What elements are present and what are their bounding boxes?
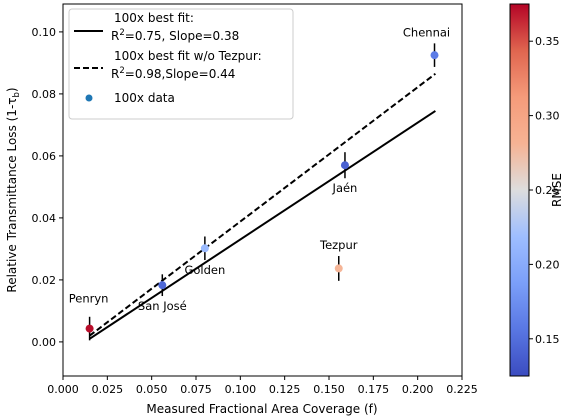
fit-line-without-tezpur: [88, 72, 437, 337]
legend: 100x best fit: R2=0.75, Slope=0.38 100x …: [68, 8, 294, 120]
x-tick-label: 0.025: [92, 383, 124, 396]
point-label-san-jos-: San José: [138, 299, 187, 313]
colorbar: [509, 3, 530, 377]
data-point-ja-n: [340, 161, 349, 170]
x-tick-label: 0.075: [180, 383, 212, 396]
y-tick-label: 0.08: [32, 88, 57, 101]
point-label-chennai: Chennai: [403, 25, 450, 39]
colorbar-tick-label: 0.20: [535, 258, 560, 271]
point-label-golden: Golden: [184, 263, 225, 277]
y-tick-label: 0.04: [32, 212, 57, 225]
y-tick-label: 0.02: [32, 274, 57, 287]
x-tick-label: 0.000: [47, 383, 79, 396]
data-point-penryn: [85, 324, 94, 333]
x-tick-label: 0.125: [269, 383, 301, 396]
y-tick-label: 0.10: [32, 26, 57, 39]
point-label-tezpur: Tezpur: [319, 238, 358, 252]
legend-dashed-line2: R2=0.98,Slope=0.44: [111, 66, 235, 81]
legend-marker-label: 100x data: [114, 91, 175, 105]
legend-box: [68, 8, 294, 120]
x-tick-label: 0.175: [358, 383, 390, 396]
fit-line-all: [89, 110, 436, 340]
colorbar-tick-label: 0.30: [535, 110, 560, 123]
legend-solid-line1: 100x best fit:: [114, 11, 194, 25]
x-tick-label: 0.050: [136, 383, 168, 396]
legend-dashed-line1: 100x best fit w/o Tezpur:: [114, 49, 262, 63]
data-point-tezpur: [334, 264, 343, 273]
point-label-ja-n: Jaén: [332, 181, 358, 195]
colorbar-ticks: 0.15 0.20 0.25 0.30 0.35: [529, 35, 560, 346]
data-point-chennai: [430, 51, 439, 60]
y-axis-ticks: 0.00 0.02 0.04 0.06 0.08 0.10: [32, 26, 63, 349]
point-label-penryn: Penryn: [69, 292, 109, 306]
legend-solid-line2: R2=0.75, Slope=0.38: [111, 28, 239, 43]
x-axis-label: Measured Fractional Area Coverage (f): [146, 402, 377, 416]
colorbar-tick-label: 0.15: [535, 333, 560, 346]
x-tick-label: 0.150: [313, 383, 345, 396]
colorbar-tick-label: 0.35: [535, 35, 560, 48]
legend-marker-sample: [85, 94, 93, 102]
y-tick-label: 0.06: [32, 150, 57, 163]
y-axis-label: Relative Transmittance Loss (1-τb): [5, 87, 22, 292]
x-axis-ticks: 0.000 0.025 0.050 0.075 0.100 0.125 0.150 0.175…: [47, 376, 478, 396]
x-tick-label: 0.100: [225, 383, 257, 396]
x-tick-label: 0.225: [446, 383, 478, 396]
fit-lines: [88, 72, 437, 340]
data-point-golden: [200, 244, 209, 253]
x-tick-label: 0.200: [402, 383, 434, 396]
colorbar-label: RMSE: [550, 173, 564, 207]
data-point-san-jos-: [158, 281, 167, 290]
data-points: Penryn San José Golden Tezpur Jaén Chennai: [69, 25, 450, 341]
plot-area: [62, 3, 463, 377]
y-tick-label: 0.00: [32, 336, 57, 349]
colorbar-tick-label: 0.25: [535, 184, 560, 197]
